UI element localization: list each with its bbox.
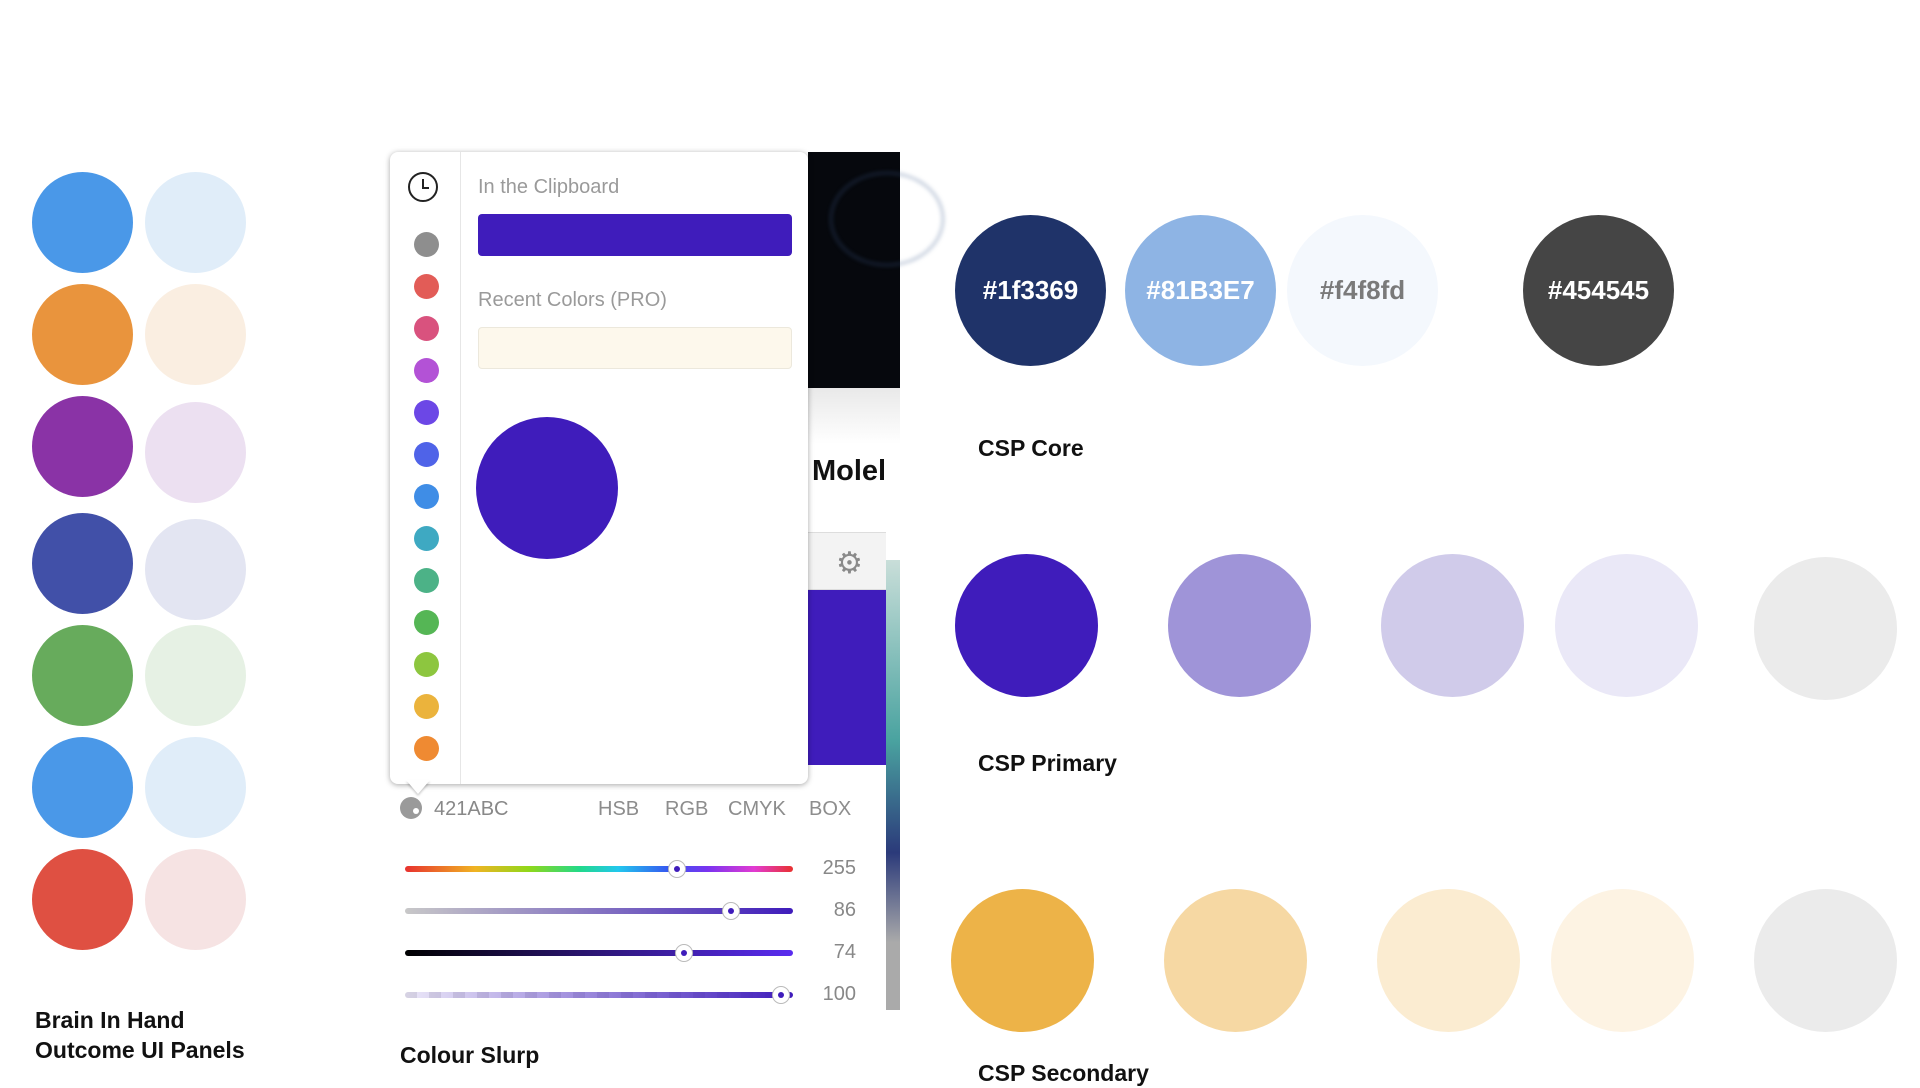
background-dark-image: [808, 152, 944, 388]
csp-core-swatch: #454545: [1523, 215, 1674, 366]
clipboard-label: In the Clipboard: [478, 176, 620, 198]
slider-knob[interactable]: [772, 986, 791, 1004]
history-color-dot[interactable]: [414, 484, 439, 509]
csp-primary-swatch: [1555, 554, 1698, 697]
palette-icon[interactable]: [400, 797, 422, 819]
brain-in-hand-swatch: [32, 513, 133, 614]
history-color-dot[interactable]: [414, 568, 439, 593]
csp-secondary-swatch: [951, 889, 1094, 1032]
brain-in-hand-swatch: [32, 284, 133, 385]
brain-in-hand-swatch: [32, 625, 133, 726]
history-color-dot[interactable]: [414, 400, 439, 425]
brain-in-hand-tint-swatch: [145, 737, 246, 838]
slider-track[interactable]: [405, 992, 793, 998]
csp-primary-swatch: [1754, 557, 1897, 700]
brain-in-hand-tint-swatch: [145, 402, 246, 503]
background-heading-text: Molel: [812, 455, 887, 487]
csp-secondary-swatch: [1754, 889, 1897, 1032]
brain-in-hand-swatch: [32, 849, 133, 950]
slider-value: 86: [833, 899, 856, 921]
brain-in-hand-swatch: [32, 396, 133, 497]
clipboard-color-bar[interactable]: [478, 214, 792, 256]
brain-in-hand-tint-swatch: [145, 519, 246, 620]
history-color-dot[interactable]: [414, 442, 439, 467]
current-color-swatch[interactable]: [476, 417, 618, 559]
csp-core-swatch: #81B3E7: [1125, 215, 1276, 366]
history-color-dot[interactable]: [414, 526, 439, 551]
background-purple-panel: [808, 590, 886, 765]
mode-box[interactable]: BOX: [809, 798, 852, 820]
csp-core-swatch: #f4f8fd: [1287, 215, 1438, 366]
slider-knob[interactable]: [667, 860, 686, 878]
history-color-dot[interactable]: [414, 694, 439, 719]
clock-icon[interactable]: [408, 172, 438, 202]
slider-value: 100: [822, 983, 856, 1005]
brain-in-hand-caption: Brain In Hand Outcome UI Panels: [35, 1005, 245, 1065]
mode-hsb[interactable]: HSB: [598, 798, 640, 820]
popup-pointer: [406, 780, 430, 794]
brain-in-hand-tint-swatch: [145, 849, 246, 950]
history-color-dot[interactable]: [414, 610, 439, 635]
slider-knob[interactable]: [721, 902, 740, 920]
csp-secondary-caption: CSP Secondary: [978, 1060, 1149, 1086]
background-toolbar: [808, 532, 886, 590]
slider-knob[interactable]: [675, 944, 694, 962]
csp-primary-swatch: [955, 554, 1098, 697]
brain-in-hand-caption-line1: Brain In Hand: [35, 1007, 185, 1033]
brain-in-hand-swatch: [32, 737, 133, 838]
csp-core-caption: CSP Core: [978, 435, 1084, 461]
gear-icon[interactable]: ⚙: [836, 547, 863, 580]
brain-in-hand-swatch: [32, 172, 133, 273]
history-color-dot[interactable]: [414, 652, 439, 677]
csp-secondary-swatch: [1164, 889, 1307, 1032]
slider-track[interactable]: [405, 950, 793, 956]
colour-slurp-caption: Colour Slurp: [400, 1042, 540, 1068]
colour-slurp-popup: In the Clipboard Recent Colors (PRO): [390, 152, 808, 794]
csp-secondary-swatch: [1377, 889, 1520, 1032]
history-color-dot[interactable]: [414, 358, 439, 383]
recent-colors-label: Recent Colors (PRO): [478, 289, 667, 311]
history-color-dot[interactable]: [414, 316, 439, 341]
csp-primary-swatch: [1168, 554, 1311, 697]
csp-core-swatch: #1f3369: [955, 215, 1106, 366]
hex-value[interactable]: 421ABC: [434, 798, 509, 820]
csp-primary-swatch: [1381, 554, 1524, 697]
history-sidebar: [390, 152, 461, 784]
background-edge-strip: [886, 560, 900, 1010]
recent-colors-bar[interactable]: [478, 327, 792, 369]
mode-rgb[interactable]: RGB: [665, 798, 709, 820]
history-color-dot[interactable]: [414, 274, 439, 299]
brain-in-hand-caption-line2: Outcome UI Panels: [35, 1037, 245, 1063]
slider-track[interactable]: [405, 866, 793, 872]
brain-in-hand-tint-swatch: [145, 284, 246, 385]
slider-track[interactable]: [405, 908, 793, 914]
background-page: [808, 388, 900, 528]
slider-value: 255: [822, 857, 856, 879]
brain-in-hand-tint-swatch: [145, 172, 246, 273]
csp-primary-caption: CSP Primary: [978, 750, 1117, 776]
brain-in-hand-tint-swatch: [145, 625, 246, 726]
history-color-dot[interactable]: [414, 232, 439, 257]
mode-cmyk[interactable]: CMYK: [728, 798, 786, 820]
csp-secondary-swatch: [1551, 889, 1694, 1032]
history-color-dot[interactable]: [414, 736, 439, 761]
slider-value: 74: [833, 941, 856, 963]
